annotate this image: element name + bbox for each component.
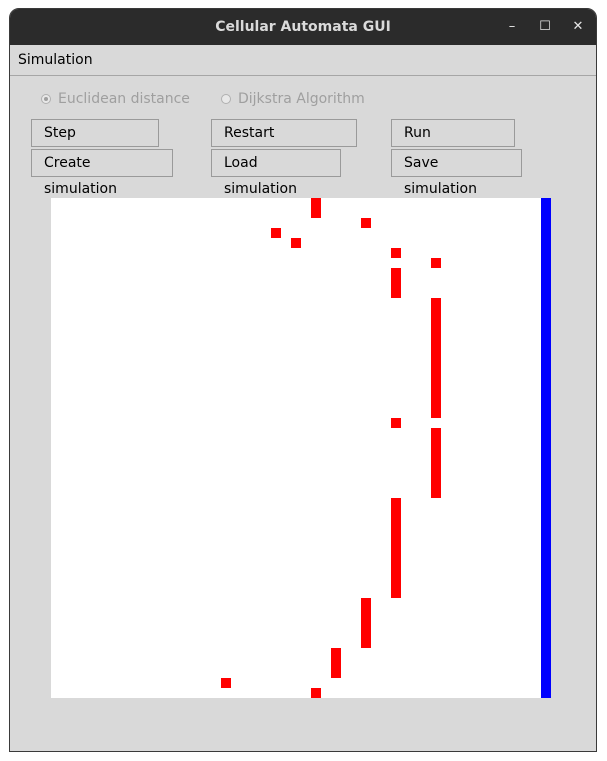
pedestrian-cell: [431, 328, 441, 338]
run-simulation-button[interactable]: Run simulation: [391, 119, 515, 167]
pedestrian-cell: [391, 568, 401, 578]
pedestrian-cell: [431, 438, 441, 448]
maximize-button[interactable]: ☐: [539, 19, 551, 34]
restart-simulation-button[interactable]: Restart simulation: [211, 119, 357, 167]
load-simulation-button[interactable]: Load simulation: [211, 149, 341, 197]
pedestrian-cell: [311, 688, 321, 698]
pedestrian-cell: [271, 228, 281, 238]
radio-label: Euclidean distance: [58, 91, 190, 107]
pedestrian-cell: [391, 418, 401, 428]
save-simulation-button[interactable]: Save simulation: [391, 149, 522, 197]
pedestrian-cell: [391, 508, 401, 518]
pedestrian-cell: [331, 658, 341, 668]
step-simulation-button[interactable]: Step simulation: [31, 119, 159, 167]
pedestrian-cell: [431, 368, 441, 378]
title-bar[interactable]: Cellular Automata GUI – ☐ ✕: [10, 9, 596, 45]
pedestrian-cell: [391, 268, 401, 278]
pedestrian-cell: [431, 308, 441, 318]
pedestrian-cell: [391, 498, 401, 508]
pedestrian-cell: [391, 278, 401, 288]
create-simulation-button[interactable]: Create simulation: [31, 149, 173, 197]
close-button[interactable]: ✕: [572, 19, 584, 34]
pedestrian-cell: [391, 538, 401, 548]
pedestrian-cell: [431, 348, 441, 358]
pedestrian-cell: [391, 588, 401, 598]
pedestrian-cell: [431, 298, 441, 308]
radio-euclidean-distance[interactable]: Euclidean distance: [41, 89, 190, 109]
pedestrian-cell: [391, 578, 401, 588]
pedestrian-cell: [431, 388, 441, 398]
pedestrian-cell: [431, 408, 441, 418]
radio-indicator-icon: [41, 94, 51, 104]
pedestrian-cell: [361, 638, 371, 648]
menu-simulation[interactable]: Simulation: [18, 52, 93, 68]
pedestrian-cell: [361, 608, 371, 618]
pedestrian-cell: [431, 318, 441, 328]
pedestrian-cell: [431, 478, 441, 488]
pedestrian-cell: [391, 518, 401, 528]
pedestrian-cell: [431, 488, 441, 498]
pedestrian-cell: [361, 628, 371, 638]
radio-label: Dijkstra Algorithm: [238, 91, 365, 107]
pedestrian-cell: [431, 428, 441, 438]
pedestrian-cell: [291, 238, 301, 248]
pedestrian-cell: [311, 198, 321, 208]
menu-bar: Simulation: [10, 45, 596, 76]
radio-dijkstra-algorithm[interactable]: Dijkstra Algorithm: [221, 89, 365, 109]
pedestrian-cell: [391, 558, 401, 568]
pedestrian-cell: [431, 338, 441, 348]
window-title: Cellular Automata GUI: [215, 19, 391, 35]
pedestrian-cell: [221, 678, 231, 688]
pedestrian-cell: [431, 398, 441, 408]
simulation-grid[interactable]: [51, 198, 551, 698]
pedestrian-cell: [361, 618, 371, 628]
pedestrian-cell: [361, 598, 371, 608]
pedestrian-cell: [331, 668, 341, 678]
target-cell: [541, 198, 551, 698]
app-window: Cellular Automata GUI – ☐ ✕ Simulation E…: [9, 8, 597, 752]
pedestrian-cell: [431, 378, 441, 388]
pedestrian-cell: [331, 648, 341, 658]
pedestrian-cell: [431, 448, 441, 458]
pedestrian-cell: [361, 218, 371, 228]
minimize-button[interactable]: –: [508, 19, 516, 34]
pedestrian-cell: [431, 258, 441, 268]
pedestrian-cell: [431, 358, 441, 368]
pedestrian-cell: [391, 528, 401, 538]
radio-indicator-icon: [221, 94, 231, 104]
pedestrian-cell: [391, 288, 401, 298]
pedestrian-cell: [391, 548, 401, 558]
pedestrian-cell: [431, 468, 441, 478]
pedestrian-cell: [431, 458, 441, 468]
pedestrian-cell: [311, 208, 321, 218]
pedestrian-cell: [391, 248, 401, 258]
